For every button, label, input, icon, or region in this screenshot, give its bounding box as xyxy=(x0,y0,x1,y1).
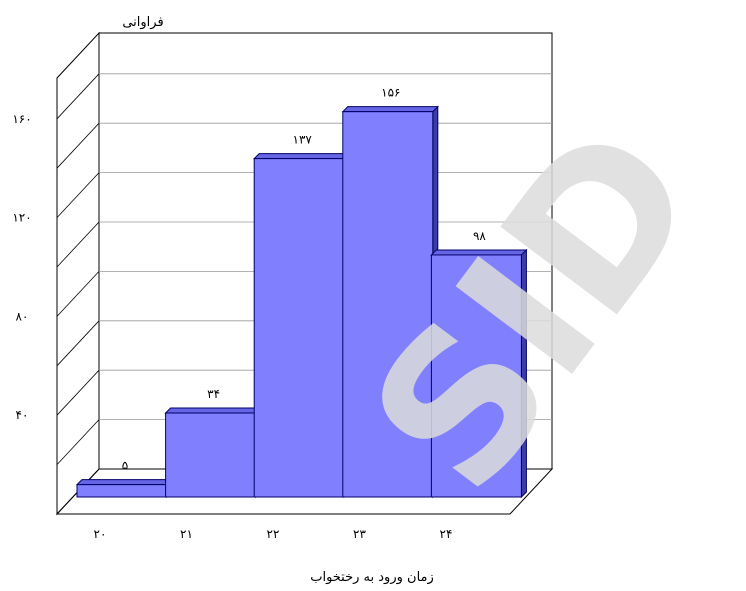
x-tick-label: ۲۴ xyxy=(440,527,453,541)
side-gridline xyxy=(56,320,100,367)
side-gridline xyxy=(56,369,100,416)
data-label: ۱۵۶ xyxy=(381,86,400,100)
bar xyxy=(341,105,440,499)
bar xyxy=(252,152,351,499)
bar xyxy=(430,248,528,499)
y-tick-label: ۱۲۰ xyxy=(12,211,31,225)
y-axis-title: فراوانی xyxy=(122,15,163,30)
x-axis-title: زمان ورود به رختخواب xyxy=(310,570,434,585)
side-gridline xyxy=(56,172,100,218)
y-tick-label: ۸۰ xyxy=(16,309,29,323)
x-tick-label: ۲۳ xyxy=(353,527,366,541)
x-tick-label: ۲۰ xyxy=(94,527,107,541)
labels: ۵ ۳۴ ۱۳۷ ۱۵۶ ۹۸ ۴۰ ۸۰ ۱۲۰ ۱۶۰ ۲۰ ۲۱ ۲۲ ۲۳ ۲۴ xyxy=(12,86,486,541)
side-gridline xyxy=(56,122,100,169)
data-label: ۵ xyxy=(122,459,128,473)
y-tick-label: ۱۶۰ xyxy=(12,112,31,126)
data-label: ۹۸ xyxy=(473,229,486,243)
data-label: ۳۴ xyxy=(207,387,220,401)
side-gridline xyxy=(56,221,100,268)
side-gridline xyxy=(56,73,100,120)
bars xyxy=(75,105,528,499)
bar xyxy=(164,406,262,499)
bar xyxy=(75,478,174,499)
data-label: ۱۳۷ xyxy=(293,133,313,147)
x-tick-label: ۲۲ xyxy=(267,527,280,541)
side-gridline xyxy=(56,271,100,317)
x-tick-label: ۲۱ xyxy=(180,527,193,541)
side-gridline xyxy=(56,419,100,465)
y-tick-label: ۴۰ xyxy=(16,408,29,422)
